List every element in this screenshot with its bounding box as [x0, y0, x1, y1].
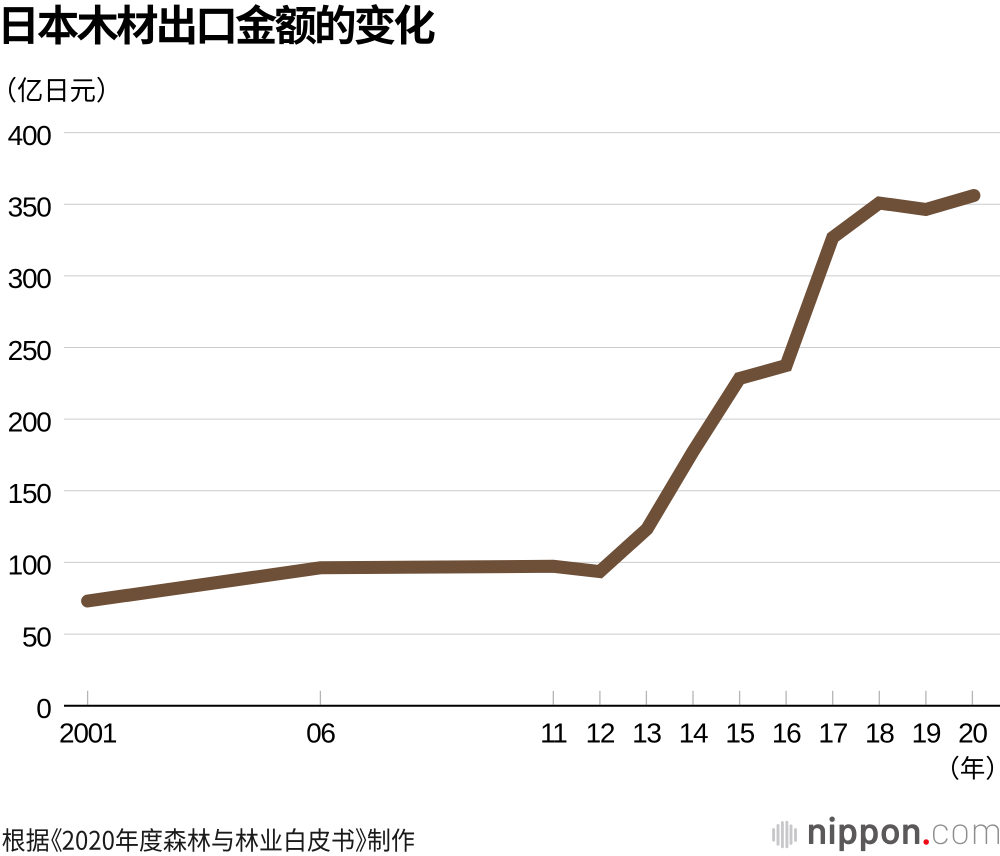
svg-text:11: 11 — [540, 718, 567, 749]
svg-text:200: 200 — [8, 406, 52, 437]
svg-text:17: 17 — [818, 718, 847, 749]
svg-text:2001: 2001 — [59, 718, 117, 749]
svg-text:19: 19 — [912, 718, 941, 749]
svg-text:20: 20 — [958, 718, 987, 749]
svg-text:400: 400 — [8, 120, 52, 151]
svg-text:300: 300 — [8, 263, 52, 294]
svg-text:16: 16 — [772, 718, 801, 749]
svg-text:15: 15 — [725, 718, 754, 749]
svg-text:18: 18 — [865, 718, 894, 749]
svg-text:13: 13 — [632, 718, 661, 749]
svg-text:150: 150 — [8, 478, 52, 509]
svg-text:50: 50 — [22, 621, 51, 652]
svg-text:250: 250 — [8, 335, 52, 366]
svg-text:350: 350 — [8, 192, 52, 223]
svg-text:14: 14 — [679, 718, 708, 749]
svg-text:06: 06 — [306, 718, 335, 749]
svg-text:0: 0 — [36, 693, 51, 724]
svg-text:100: 100 — [8, 550, 52, 581]
svg-text:12: 12 — [586, 718, 615, 749]
